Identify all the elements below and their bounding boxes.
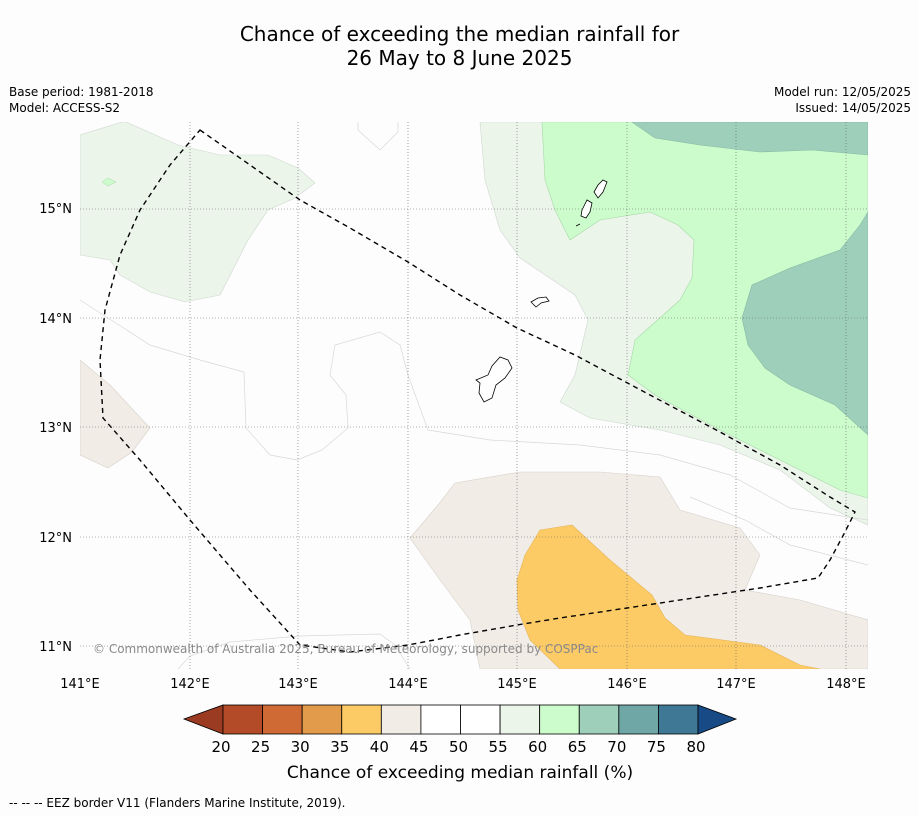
issued-date: Issued: 14/05/2025 <box>795 101 911 115</box>
lon-label-142e: 142°E <box>170 677 210 692</box>
lat-label-15n: 15°N <box>39 202 72 217</box>
island-aguijan <box>575 223 581 227</box>
eez-footer-note: -- -- -- EEZ border V11 (Flanders Marine… <box>9 796 346 810</box>
colorbar-arrow-below <box>182 704 224 735</box>
base-period: Base period: 1981-2018 <box>9 85 154 99</box>
colorbar-cell <box>222 704 263 735</box>
colorbar-cell <box>578 704 620 735</box>
colorbar-cells <box>222 704 699 735</box>
colorbar-cell <box>420 704 461 735</box>
model-run: Model run: 12/05/2025 <box>773 85 911 99</box>
contour-60-65-northeast <box>541 122 868 499</box>
model-name: Model: ACCESS-S2 <box>9 101 121 115</box>
colorbar-cell <box>499 704 541 735</box>
colorbar-tick-label: 65 <box>568 738 587 756</box>
longitude-labels: 141°E 142°E 143°E 144°E 145°E 146°E 147°… <box>60 677 866 692</box>
colorbar-cell <box>460 704 501 735</box>
colorbar-tick-label: 70 <box>607 738 626 756</box>
contour-55-60-northwest <box>80 122 316 303</box>
contour-40-45-west <box>80 359 151 469</box>
colorbar-cell <box>658 704 699 735</box>
colorbar-tick-label: 55 <box>489 738 508 756</box>
meta-right: Model run: 12/05/2025 Issued: 14/05/2025 <box>774 84 911 116</box>
lon-label-148e: 148°E <box>826 677 866 692</box>
colorbar-cell <box>380 704 422 735</box>
colorbar-tick-label: 40 <box>370 738 389 756</box>
lat-label-14n: 14°N <box>39 312 72 327</box>
colorbar-tick-label: 35 <box>330 738 349 756</box>
colorbar-label: Chance of exceeding median rainfall (%) <box>287 763 633 783</box>
lon-label-146e: 146°E <box>607 677 647 692</box>
lon-label-143e: 143°E <box>278 677 318 692</box>
colorbar-tick-label: 20 <box>211 738 230 756</box>
contour-65-70-north <box>631 122 868 156</box>
colorbar-cell <box>539 704 580 735</box>
colorbar-ticks: 20 25 30 35 40 45 50 55 60 65 70 75 80 <box>211 738 705 756</box>
colorbar-tick-label: 60 <box>528 738 547 756</box>
contour-line-50 <box>80 299 868 521</box>
colorbar-tick-label: 30 <box>291 738 310 756</box>
copyright-text: © Commonwealth of Australia 2025, Bureau… <box>93 642 598 656</box>
eez-border <box>99 129 856 653</box>
colorbar-cell <box>618 704 659 735</box>
island-rota <box>530 296 550 308</box>
lon-label-145e: 145°E <box>497 677 537 692</box>
lat-label-13n: 13°N <box>39 421 72 436</box>
colorbar: 20 25 30 35 40 45 50 55 60 65 70 75 80 Chance of exc… <box>182 704 738 783</box>
colorbar-cell <box>262 704 303 735</box>
lat-label-11n: 11°N <box>39 640 72 655</box>
contour-60-65-spot <box>101 177 117 187</box>
gridlines <box>80 122 868 669</box>
colorbar-arrow-above <box>697 704 738 735</box>
title-line-1: Chance of exceeding the median rainfall … <box>239 22 680 46</box>
colorbar-cell <box>341 704 382 735</box>
islands <box>475 179 608 403</box>
contour-line-50-south <box>689 496 868 566</box>
colorbar-tick-label: 45 <box>409 738 428 756</box>
contour-65-70-east <box>741 211 868 436</box>
lat-label-12n: 12°N <box>39 531 72 546</box>
map-area: © Commonwealth of Australia 2025, Bureau… <box>80 122 868 669</box>
island-tinian <box>580 199 593 219</box>
colorbar-tick-label: 50 <box>449 738 468 756</box>
chart-title: Chance of exceeding the median rainfall … <box>0 22 919 70</box>
island-guam <box>475 356 513 403</box>
latitude-labels: 15°N 14°N 13°N 12°N 11°N <box>39 202 72 655</box>
colorbar-tick-label: 25 <box>251 738 270 756</box>
contour-line-north-small <box>357 122 399 151</box>
colorbar-tick-label: 80 <box>686 738 705 756</box>
island-saipan <box>593 179 608 199</box>
lon-label-141e: 141°E <box>60 677 100 692</box>
colorbar-cell <box>301 704 343 735</box>
colorbar-tick-label: 75 <box>647 738 666 756</box>
title-line-2: 26 May to 8 June 2025 <box>346 46 573 70</box>
lon-label-147e: 147°E <box>716 677 756 692</box>
meta-left: Base period: 1981-2018 Model: ACCESS-S2 <box>9 84 154 116</box>
contour-35-40-south <box>516 524 821 669</box>
lon-label-144e: 144°E <box>388 677 428 692</box>
